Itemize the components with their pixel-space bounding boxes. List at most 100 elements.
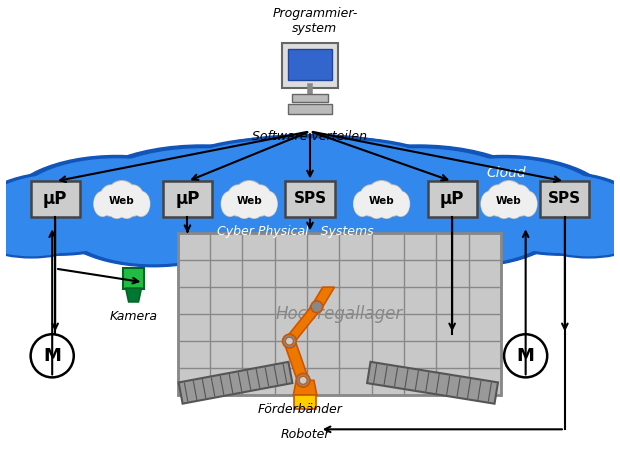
Ellipse shape (237, 184, 256, 206)
Ellipse shape (494, 193, 514, 218)
Ellipse shape (508, 185, 531, 216)
Ellipse shape (526, 196, 620, 256)
Circle shape (299, 377, 307, 384)
Ellipse shape (401, 159, 606, 252)
Ellipse shape (520, 192, 536, 216)
Ellipse shape (151, 182, 355, 269)
Circle shape (311, 301, 323, 313)
Circle shape (285, 337, 293, 345)
Polygon shape (283, 341, 309, 380)
Ellipse shape (392, 192, 409, 216)
Ellipse shape (142, 135, 478, 263)
FancyBboxPatch shape (285, 181, 335, 217)
Ellipse shape (495, 194, 513, 218)
Ellipse shape (369, 183, 389, 206)
Text: μP: μP (440, 190, 464, 208)
Ellipse shape (486, 185, 510, 216)
Ellipse shape (94, 192, 111, 216)
FancyBboxPatch shape (541, 181, 590, 217)
Ellipse shape (99, 185, 123, 216)
Ellipse shape (505, 194, 523, 218)
Ellipse shape (94, 192, 112, 216)
Ellipse shape (0, 175, 140, 252)
Ellipse shape (249, 186, 271, 215)
Text: Web: Web (236, 196, 262, 206)
Ellipse shape (235, 194, 254, 218)
Ellipse shape (377, 194, 396, 218)
Ellipse shape (237, 183, 257, 206)
Ellipse shape (14, 159, 219, 252)
Ellipse shape (0, 193, 99, 258)
Ellipse shape (233, 181, 265, 217)
Ellipse shape (249, 185, 272, 216)
Ellipse shape (509, 186, 531, 215)
Polygon shape (126, 288, 141, 302)
Ellipse shape (234, 193, 254, 218)
Text: Roboter: Roboter (280, 428, 330, 441)
Ellipse shape (234, 182, 264, 216)
Text: Web: Web (496, 196, 522, 206)
Ellipse shape (143, 179, 363, 272)
Ellipse shape (154, 139, 466, 259)
Ellipse shape (493, 181, 525, 217)
Polygon shape (293, 380, 317, 395)
Ellipse shape (63, 181, 245, 264)
Ellipse shape (0, 196, 94, 256)
Ellipse shape (224, 140, 452, 220)
Polygon shape (283, 307, 323, 341)
Ellipse shape (122, 186, 144, 215)
Polygon shape (367, 362, 498, 404)
Ellipse shape (376, 193, 396, 218)
Ellipse shape (74, 145, 330, 260)
Ellipse shape (56, 178, 252, 267)
Ellipse shape (117, 194, 136, 218)
Ellipse shape (366, 181, 397, 217)
Ellipse shape (487, 186, 509, 215)
Ellipse shape (100, 186, 122, 215)
Ellipse shape (393, 156, 613, 256)
Ellipse shape (0, 172, 146, 255)
Ellipse shape (368, 178, 564, 267)
Ellipse shape (265, 182, 469, 269)
Ellipse shape (480, 175, 620, 252)
Text: Web: Web (369, 196, 394, 206)
Text: Hochregallager: Hochregallager (276, 305, 403, 323)
Ellipse shape (497, 183, 516, 206)
Circle shape (283, 334, 296, 348)
Text: M: M (43, 347, 61, 365)
Ellipse shape (227, 185, 250, 216)
FancyBboxPatch shape (30, 181, 79, 217)
FancyBboxPatch shape (428, 181, 477, 217)
FancyBboxPatch shape (163, 181, 212, 217)
Ellipse shape (392, 192, 409, 216)
Text: Cloud: Cloud (486, 165, 526, 179)
Ellipse shape (133, 192, 149, 216)
Ellipse shape (109, 183, 129, 206)
Ellipse shape (110, 184, 128, 206)
Ellipse shape (381, 185, 404, 216)
Ellipse shape (367, 194, 386, 218)
Circle shape (30, 334, 74, 377)
Ellipse shape (375, 181, 557, 264)
Text: SPS: SPS (548, 192, 582, 206)
Ellipse shape (290, 145, 546, 260)
Ellipse shape (494, 182, 524, 216)
Polygon shape (311, 287, 335, 307)
Ellipse shape (107, 182, 137, 216)
Ellipse shape (228, 186, 249, 215)
Ellipse shape (117, 193, 136, 218)
Ellipse shape (497, 184, 516, 206)
Ellipse shape (245, 194, 264, 218)
Ellipse shape (381, 186, 404, 215)
Ellipse shape (107, 193, 126, 218)
FancyBboxPatch shape (123, 267, 144, 289)
FancyBboxPatch shape (281, 43, 339, 88)
Ellipse shape (474, 172, 620, 255)
Ellipse shape (366, 193, 386, 218)
FancyBboxPatch shape (178, 233, 501, 395)
FancyBboxPatch shape (293, 94, 327, 102)
Ellipse shape (222, 192, 238, 216)
Ellipse shape (482, 192, 498, 216)
Ellipse shape (121, 185, 144, 216)
Ellipse shape (132, 192, 150, 216)
